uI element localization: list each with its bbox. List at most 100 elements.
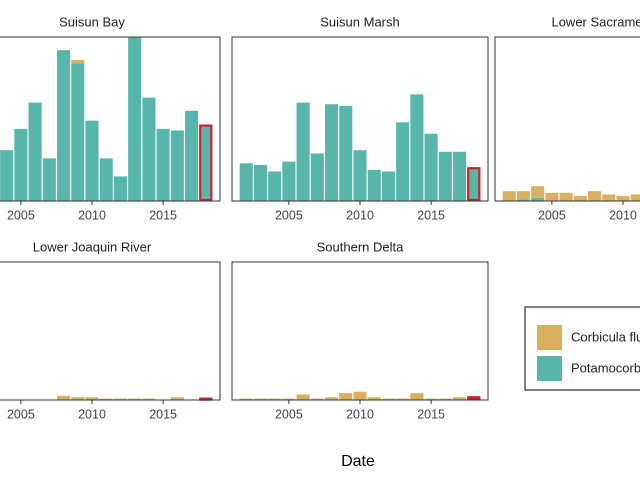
bar-segment — [424, 133, 438, 201]
bar-segment — [71, 397, 85, 400]
x-tick-label: 2010 — [346, 407, 374, 421]
bar-segment — [128, 398, 142, 400]
panel-border — [494, 36, 640, 202]
bar-segment — [0, 150, 14, 201]
bar-segment — [339, 393, 353, 400]
bar-segment — [142, 398, 156, 400]
highlight-outline — [467, 167, 481, 202]
bar-segment — [199, 125, 213, 201]
x-tick-label: 2005 — [7, 208, 35, 222]
bar-segment — [573, 196, 587, 201]
bar-segment — [71, 63, 85, 201]
bar-segment — [57, 395, 71, 400]
bar-segment — [296, 102, 310, 201]
x-tick-label: 2005 — [538, 208, 566, 222]
panel-title: Lower Sacramento River — [551, 14, 640, 29]
bar-segment — [559, 192, 573, 201]
bar-segment — [113, 176, 127, 201]
bar-segment — [268, 398, 282, 400]
x-tick-label: 2015 — [149, 208, 177, 222]
legend-label: Corbicula fluminea — [571, 329, 640, 344]
bar-segment — [239, 398, 253, 400]
bar-segment — [42, 158, 56, 201]
bar-segment — [516, 199, 530, 201]
bar-segment — [424, 398, 438, 400]
bar-segment — [142, 97, 156, 201]
bar-segment — [339, 105, 353, 201]
bar-segment — [453, 151, 467, 201]
bar-segment — [467, 168, 481, 201]
bar-segment — [325, 397, 339, 400]
bar-segment — [616, 196, 630, 201]
panel-border — [0, 261, 221, 401]
x-tick-label: 2010 — [78, 208, 106, 222]
bar-segment — [396, 398, 410, 400]
bar-segment — [516, 191, 530, 200]
bar-segment — [128, 37, 142, 201]
bar-segment — [57, 50, 71, 202]
highlight-outline — [199, 124, 213, 202]
x-tick-label: 2015 — [417, 407, 445, 421]
panel-title: Southern Delta — [317, 239, 404, 254]
bar-segment — [545, 192, 559, 201]
bar-segment — [602, 194, 616, 201]
bar-segment — [453, 397, 467, 400]
bar-segment — [185, 110, 199, 201]
x-tick-label: 2010 — [609, 208, 637, 222]
x-axis-title: Date — [341, 453, 375, 470]
bar-segment — [99, 398, 113, 400]
bar-segment — [71, 59, 85, 64]
bar-segment — [253, 398, 267, 400]
bar-segment — [353, 150, 367, 201]
bar-segment — [502, 191, 516, 201]
bar-segment — [630, 194, 640, 201]
bar-segment — [325, 104, 339, 201]
bar-segment — [253, 164, 267, 201]
bar-segment — [239, 163, 253, 201]
bar-segment — [588, 191, 602, 201]
bar-segment — [156, 128, 170, 201]
bar-segment — [531, 186, 545, 198]
bar-segment — [99, 158, 113, 201]
bar-segment — [310, 398, 324, 400]
bar-segment — [410, 393, 424, 400]
bar-segment — [531, 197, 545, 201]
bar-segment — [353, 391, 367, 400]
bar-segment — [310, 153, 324, 201]
bar-segment — [410, 94, 424, 201]
bar-segment — [438, 151, 452, 201]
x-tick-label: 2005 — [7, 407, 35, 421]
panel-title: Lower Joaquin River — [33, 239, 152, 254]
bar-segment — [85, 120, 99, 201]
bar-segment — [282, 161, 296, 201]
bar-segment — [367, 397, 381, 400]
bar-segment — [296, 394, 310, 400]
x-tick-label: 2005 — [275, 208, 303, 222]
bar-segment — [113, 398, 127, 400]
bar-segment — [438, 398, 452, 400]
bar-segment — [282, 398, 296, 400]
x-tick-label: 2015 — [149, 407, 177, 421]
panel-title: Suisun Marsh — [320, 14, 399, 29]
x-tick-label: 2015 — [417, 208, 445, 222]
legend-label: Potamocorbula amurensis — [571, 360, 640, 375]
legend-key — [537, 356, 562, 381]
highlight-outline — [467, 396, 481, 401]
bar-segment — [381, 398, 395, 400]
x-tick-label: 2010 — [346, 208, 374, 222]
bar-segment — [396, 122, 410, 201]
bar-segment — [381, 171, 395, 201]
bar-segment — [28, 102, 42, 201]
bar-segment — [268, 171, 282, 201]
x-tick-label: 2005 — [275, 407, 303, 421]
bar-segment — [85, 397, 99, 400]
bar-segment — [170, 397, 184, 400]
highlight-outline — [199, 397, 213, 401]
bar-segment — [367, 169, 381, 201]
panel-border — [231, 261, 489, 401]
legend-key — [537, 325, 562, 350]
x-tick-label: 2010 — [78, 407, 106, 421]
panel-title: Suisun Bay — [59, 14, 125, 29]
